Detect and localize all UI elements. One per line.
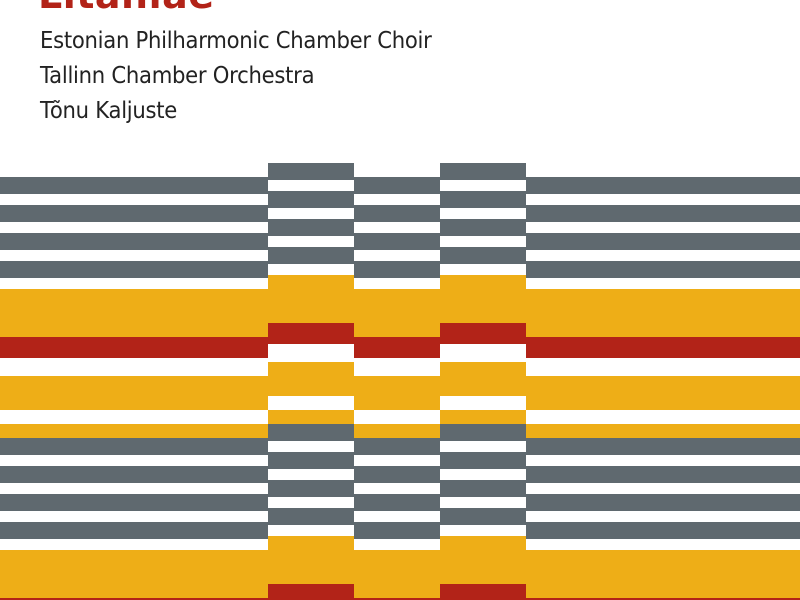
stripe-column-c bbox=[440, 0, 526, 600]
band-gray bbox=[268, 191, 354, 208]
band-gray bbox=[268, 452, 354, 469]
stripe-outer-right bbox=[526, 0, 800, 600]
stripe-outer-left bbox=[0, 0, 268, 600]
band-yellow bbox=[440, 410, 526, 424]
band-gray bbox=[354, 466, 440, 483]
band-yellow bbox=[440, 275, 526, 323]
band-yellow bbox=[526, 289, 800, 337]
band-gray bbox=[268, 480, 354, 497]
band-red bbox=[440, 584, 526, 600]
band-gray bbox=[440, 191, 526, 208]
band-yellow bbox=[526, 550, 800, 598]
band-gray bbox=[354, 233, 440, 250]
credit-conductor: Tõnu Kaljuste bbox=[40, 98, 178, 124]
band-gray bbox=[268, 247, 354, 264]
band-gray bbox=[268, 424, 354, 441]
band-yellow bbox=[354, 289, 440, 337]
band-gray bbox=[526, 438, 800, 455]
band-gray bbox=[0, 233, 268, 250]
band-gray bbox=[440, 247, 526, 264]
band-gray bbox=[440, 163, 526, 180]
band-yellow bbox=[0, 424, 268, 438]
band-gray bbox=[526, 177, 800, 194]
band-gray bbox=[268, 508, 354, 525]
band-yellow bbox=[268, 362, 354, 396]
credit-orchestra: Tallinn Chamber Orchestra bbox=[40, 63, 315, 89]
album-title: Litaniae bbox=[38, 0, 215, 14]
band-gray bbox=[526, 466, 800, 483]
band-yellow bbox=[440, 536, 526, 584]
band-gray bbox=[0, 466, 268, 483]
band-gray bbox=[526, 261, 800, 278]
band-red bbox=[268, 584, 354, 600]
band-gray bbox=[354, 205, 440, 222]
stripe-column-b bbox=[354, 0, 440, 600]
band-red bbox=[0, 598, 268, 600]
credit-choir: Estonian Philharmonic Chamber Choir bbox=[40, 28, 432, 54]
band-gray bbox=[0, 177, 268, 194]
band-yellow bbox=[354, 550, 440, 598]
band-gray bbox=[354, 438, 440, 455]
band-gray bbox=[526, 494, 800, 511]
band-gray bbox=[0, 522, 268, 539]
band-yellow bbox=[354, 424, 440, 438]
band-gray bbox=[354, 177, 440, 194]
band-gray bbox=[440, 508, 526, 525]
band-yellow bbox=[526, 424, 800, 438]
band-yellow bbox=[0, 376, 268, 410]
band-red bbox=[526, 598, 800, 600]
band-red bbox=[354, 337, 440, 358]
band-gray bbox=[268, 163, 354, 180]
band-yellow bbox=[268, 536, 354, 584]
band-red bbox=[440, 323, 526, 344]
band-gray bbox=[0, 494, 268, 511]
band-gray bbox=[354, 494, 440, 511]
band-red bbox=[0, 337, 268, 358]
band-red bbox=[268, 323, 354, 344]
band-gray bbox=[440, 452, 526, 469]
band-gray bbox=[0, 438, 268, 455]
band-gray bbox=[354, 522, 440, 539]
band-yellow bbox=[526, 376, 800, 410]
band-yellow bbox=[440, 362, 526, 396]
band-yellow bbox=[0, 550, 268, 598]
band-yellow bbox=[268, 410, 354, 424]
band-gray bbox=[526, 233, 800, 250]
band-gray bbox=[268, 219, 354, 236]
band-gray bbox=[0, 261, 268, 278]
band-yellow bbox=[354, 376, 440, 410]
band-gray bbox=[440, 480, 526, 497]
band-red bbox=[354, 598, 440, 600]
band-yellow bbox=[268, 275, 354, 323]
stripe-column-a bbox=[268, 0, 354, 600]
band-gray bbox=[440, 424, 526, 441]
band-gray bbox=[526, 522, 800, 539]
band-gray bbox=[354, 261, 440, 278]
band-yellow bbox=[0, 289, 268, 337]
band-gray bbox=[526, 205, 800, 222]
band-gray bbox=[440, 219, 526, 236]
band-red bbox=[526, 337, 800, 358]
band-gray bbox=[0, 205, 268, 222]
